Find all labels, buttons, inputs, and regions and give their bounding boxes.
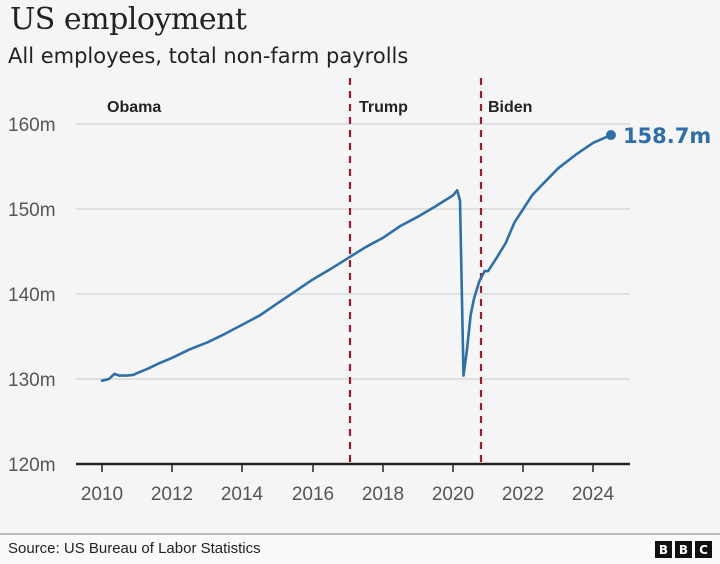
end-value-label: 158.7m (623, 124, 711, 148)
region-label-trump: Trump (359, 99, 408, 116)
x-tick-label: 2024 (572, 484, 615, 505)
x-tick-label: 2012 (151, 484, 193, 505)
x-tick-label: 2020 (432, 484, 474, 505)
region-label-biden: Biden (488, 99, 532, 116)
logo-letter: B (675, 541, 692, 558)
end-point-marker (605, 130, 616, 141)
chart-title: US employment (10, 2, 247, 37)
y-tick-label: 150m (8, 200, 56, 221)
chart-subtitle: All employees, total non-farm payrolls (8, 44, 409, 68)
x-tick-label: 2010 (81, 484, 123, 505)
employment-line (100, 133, 613, 383)
x-axis (76, 462, 630, 472)
gridlines (76, 123, 630, 380)
x-tick-label: 2022 (502, 484, 544, 505)
line-chart: 120m 130m 140m 150m 160m Obama Trump Bid… (8, 78, 711, 505)
y-tick-label: 140m (8, 285, 56, 306)
bbc-logo: B B C (655, 541, 712, 558)
logo-letter: C (695, 541, 712, 558)
logo-letter: B (655, 541, 672, 558)
region-labels: Obama Trump Biden (107, 99, 532, 116)
source-note: Source: US Bureau of Labor Statistics (8, 540, 261, 557)
y-tick-label: 120m (8, 455, 56, 476)
y-axis-labels: 120m 130m 140m 150m 160m (8, 115, 56, 476)
y-tick-label: 130m (8, 370, 56, 391)
x-axis-labels: 2010 2012 2014 2016 2018 2020 2022 2024 (81, 484, 615, 505)
footer: Source: US Bureau of Labor Statistics B … (0, 533, 720, 564)
region-label-obama: Obama (107, 99, 161, 116)
y-tick-label: 160m (8, 115, 56, 136)
x-tick-label: 2018 (362, 484, 404, 505)
x-tick-label: 2016 (292, 484, 334, 505)
x-tick-label: 2014 (221, 484, 264, 505)
